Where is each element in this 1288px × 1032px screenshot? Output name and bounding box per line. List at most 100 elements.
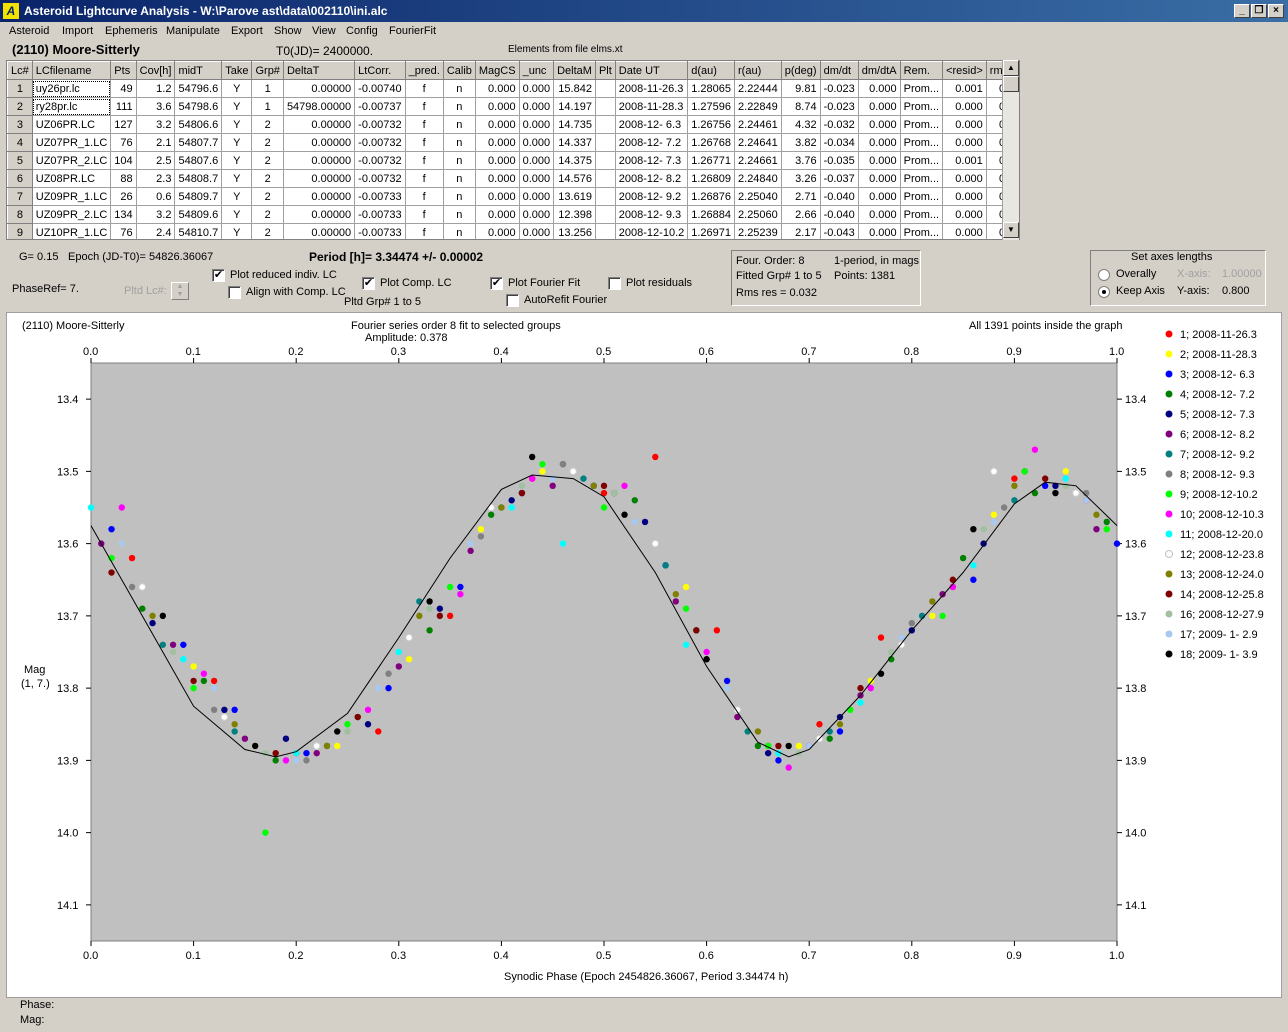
table-cell[interactable]: 2.25040 — [734, 187, 782, 206]
lightcurve-table[interactable]: Lc# LCfilename Pts Cov[h] midT Take Grp# DeltaT… — [6, 60, 1020, 240]
table-cell[interactable]: Y — [221, 169, 253, 188]
table-cell[interactable]: n — [443, 115, 476, 134]
column-header[interactable]: Rem. — [899, 61, 944, 80]
table-cell[interactable]: Y — [221, 151, 253, 170]
table-cell[interactable]: 0.00000 — [283, 169, 356, 188]
table-cell[interactable]: Y — [221, 223, 253, 239]
table-cell[interactable]: 26 — [110, 187, 137, 206]
table-cell[interactable]: 0.000 — [519, 97, 555, 116]
column-header[interactable]: dm/dt — [819, 61, 859, 80]
table-cell[interactable]: f — [405, 205, 444, 224]
lightcurve-plot-panel[interactable]: 0.0 0.0 0.1 0.1 0.2 0.2 0.3 0.3 0.4 0.4 0.5 0.5 0.6 0… — [6, 312, 1282, 998]
table-cell[interactable]: -0.023 — [820, 79, 859, 98]
table-cell[interactable] — [595, 169, 616, 188]
table-cell[interactable]: 2008-11-28.3 — [615, 97, 689, 116]
table-cell[interactable]: 1.2 — [136, 79, 176, 98]
table-cell[interactable]: 0.000 — [942, 115, 987, 134]
table-cell[interactable]: 2.71 — [781, 187, 821, 206]
table-row[interactable]: 7 UZ09PR_1.LC 26 0.6 54809.7 Y 2 0.00000 -0.0073… — [7, 187, 1019, 206]
scroll-down-button[interactable]: ▼ — [1003, 222, 1019, 238]
row-number[interactable]: 4 — [7, 133, 33, 152]
table-cell[interactable]: 0.000 — [519, 133, 555, 152]
table-cell[interactable]: -0.023 — [820, 97, 859, 116]
table-cell[interactable]: 0.00000 — [283, 223, 356, 239]
row-number[interactable]: 6 — [7, 169, 33, 188]
table-cell[interactable] — [595, 97, 616, 116]
table-cell[interactable]: 1.26884 — [687, 205, 736, 224]
table-cell[interactable]: 0.000 — [858, 187, 901, 206]
column-header[interactable]: Calib — [442, 61, 476, 80]
table-cell[interactable]: n — [443, 97, 476, 116]
table-cell[interactable]: -0.037 — [820, 169, 859, 188]
menu-ephemeris[interactable]: Ephemeris — [105, 25, 158, 37]
table-cell[interactable]: Prom... — [900, 133, 944, 152]
column-header[interactable]: d(au) — [687, 61, 736, 80]
y-axis-value[interactable]: 0.800 — [1222, 285, 1250, 297]
table-cell[interactable]: 9.81 — [781, 79, 821, 98]
table-cell[interactable]: 111 — [110, 97, 137, 116]
table-cell[interactable]: Y — [221, 205, 253, 224]
table-cell[interactable]: UZ06PR.LC — [32, 115, 112, 134]
table-cell[interactable]: n — [443, 133, 476, 152]
table-cell[interactable]: 0.000 — [858, 133, 901, 152]
table-cell[interactable]: n — [443, 169, 476, 188]
table-cell[interactable]: 0.00000 — [283, 205, 356, 224]
table-cell[interactable]: uy26pr.lc — [32, 79, 112, 98]
table-cell[interactable] — [595, 79, 616, 98]
table-cell[interactable]: UZ08PR.LC — [32, 169, 112, 188]
table-cell[interactable]: 2008-12- 6.3 — [615, 115, 689, 134]
table-cell[interactable]: -0.00732 — [354, 151, 406, 170]
table-cell[interactable]: -0.040 — [820, 205, 859, 224]
x-axis-value[interactable]: 1.00000 — [1222, 268, 1262, 280]
table-cell[interactable]: UZ09PR_2.LC — [32, 205, 112, 224]
table-cell[interactable]: 0.000 — [942, 187, 987, 206]
column-header[interactable]: Date UT — [614, 61, 689, 80]
table-cell[interactable]: UZ07PR_2.LC — [32, 151, 112, 170]
column-header[interactable]: _unc — [518, 61, 555, 80]
menu-manipulate[interactable]: Manipulate — [166, 25, 220, 37]
table-cell[interactable]: 54809.7 — [174, 187, 223, 206]
table-cell[interactable]: 0.000 — [942, 169, 987, 188]
table-cell[interactable]: 2 — [251, 115, 284, 134]
table-cell[interactable]: 0.000 — [519, 223, 555, 239]
table-row[interactable]: 4 UZ07PR_1.LC 76 2.1 54807.7 Y 2 0.00000 -0.0073… — [7, 133, 1019, 152]
table-cell[interactable]: 15.842 — [553, 79, 596, 98]
table-cell[interactable]: 1.27596 — [687, 97, 736, 116]
scroll-thumb[interactable] — [1003, 76, 1019, 92]
table-cell[interactable]: 2.22849 — [734, 97, 782, 116]
table-cell[interactable]: 0.000 — [519, 151, 555, 170]
table-cell[interactable]: 3.76 — [781, 151, 821, 170]
lightcurve-grid[interactable]: Lc# LCfilename Pts Cov[h] midT Take Grp# DeltaT… — [7, 61, 1019, 239]
table-cell[interactable]: 0.000 — [858, 97, 901, 116]
table-cell[interactable]: 0.000 — [475, 151, 520, 170]
table-cell[interactable]: 4.32 — [781, 115, 821, 134]
column-header[interactable]: Take — [221, 61, 253, 80]
table-cell[interactable]: f — [405, 97, 444, 116]
table-cell[interactable]: 0.000 — [475, 187, 520, 206]
table-cell[interactable]: 0.000 — [475, 169, 520, 188]
row-number[interactable]: 9 — [7, 223, 33, 239]
column-header[interactable]: MagCS — [474, 61, 520, 80]
table-cell[interactable]: -0.00733 — [354, 223, 406, 239]
table-cell[interactable]: 0.00000 — [283, 187, 356, 206]
table-cell[interactable]: 1.26756 — [687, 115, 736, 134]
table-cell[interactable]: 0.000 — [519, 205, 555, 224]
table-cell[interactable]: 0.000 — [858, 169, 901, 188]
table-cell[interactable]: n — [443, 151, 476, 170]
table-cell[interactable]: 0.000 — [942, 133, 987, 152]
column-header[interactable]: <resid> — [942, 61, 987, 80]
table-cell[interactable]: -0.00732 — [354, 115, 406, 134]
row-number[interactable]: 5 — [7, 151, 33, 170]
table-cell[interactable]: 2.4 — [136, 223, 176, 239]
table-cell[interactable]: 14.375 — [553, 151, 596, 170]
table-cell[interactable]: 0.000 — [475, 133, 520, 152]
table-cell[interactable]: -0.032 — [820, 115, 859, 134]
table-cell[interactable]: 76 — [110, 133, 137, 152]
table-cell[interactable]: -0.00733 — [354, 205, 406, 224]
table-cell[interactable]: 0.000 — [475, 79, 520, 98]
table-cell[interactable]: 1.28065 — [687, 79, 736, 98]
table-cell[interactable]: f — [405, 169, 444, 188]
table-cell[interactable]: Prom... — [900, 223, 944, 239]
table-cell[interactable]: UZ07PR_1.LC — [32, 133, 112, 152]
table-cell[interactable]: 54796.6 — [174, 79, 223, 98]
